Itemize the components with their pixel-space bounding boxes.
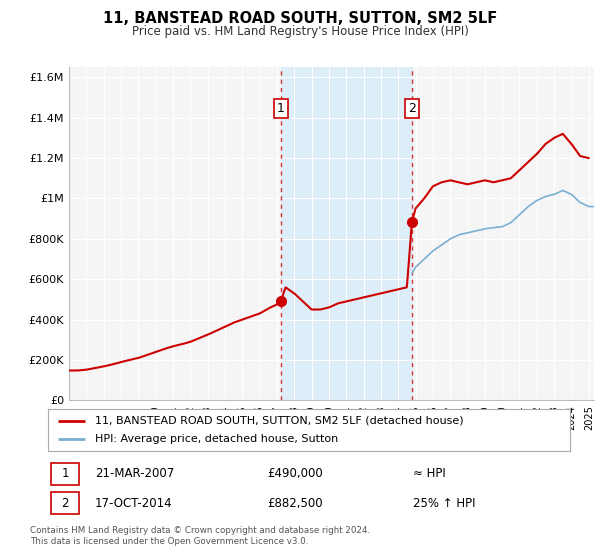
Text: 1: 1	[277, 102, 284, 115]
Text: 25% ↑ HPI: 25% ↑ HPI	[413, 497, 476, 510]
Text: HPI: Average price, detached house, Sutton: HPI: Average price, detached house, Sutt…	[95, 434, 338, 444]
Text: ≈ HPI: ≈ HPI	[413, 468, 446, 480]
Text: 2: 2	[408, 102, 416, 115]
Text: Contains HM Land Registry data © Crown copyright and database right 2024.
This d: Contains HM Land Registry data © Crown c…	[30, 526, 370, 546]
Text: 2: 2	[61, 497, 69, 510]
Text: £490,000: £490,000	[267, 468, 323, 480]
Text: 11, BANSTEAD ROAD SOUTH, SUTTON, SM2 5LF (detached house): 11, BANSTEAD ROAD SOUTH, SUTTON, SM2 5LF…	[95, 416, 464, 426]
Text: 17-OCT-2014: 17-OCT-2014	[95, 497, 173, 510]
Bar	[281, 67, 412, 400]
Text: Price paid vs. HM Land Registry's House Price Index (HPI): Price paid vs. HM Land Registry's House …	[131, 25, 469, 38]
Text: 21-MAR-2007: 21-MAR-2007	[95, 468, 174, 480]
Text: 1: 1	[61, 468, 69, 480]
Bar	[50, 463, 79, 485]
Text: £882,500: £882,500	[267, 497, 323, 510]
Text: 11, BANSTEAD ROAD SOUTH, SUTTON, SM2 5LF: 11, BANSTEAD ROAD SOUTH, SUTTON, SM2 5LF	[103, 11, 497, 26]
Bar	[50, 492, 79, 515]
